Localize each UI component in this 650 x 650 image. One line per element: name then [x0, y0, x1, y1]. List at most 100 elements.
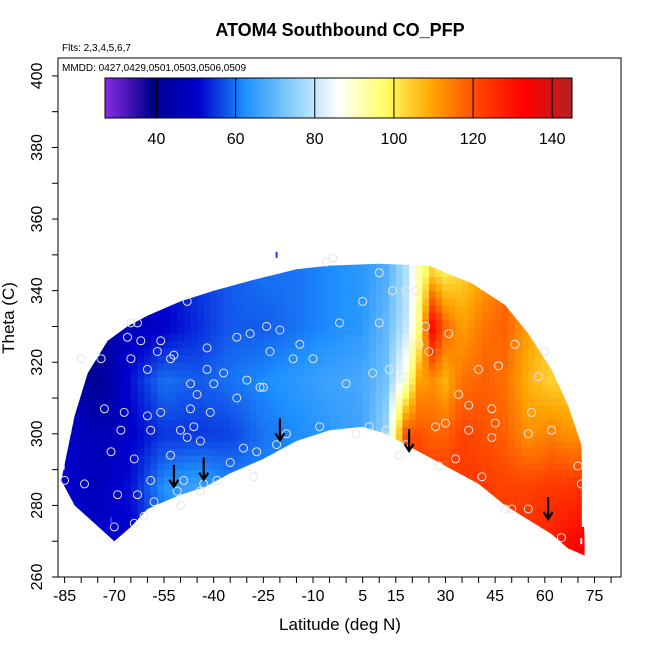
- heatmap-cell: [369, 390, 377, 399]
- heatmap-cell: [91, 483, 99, 492]
- heatmap-cell: [124, 519, 132, 528]
- heatmap-cell: [104, 476, 112, 485]
- sample-point: [411, 286, 421, 296]
- heatmap-cell: [157, 433, 165, 442]
- sample-point: [454, 390, 464, 399]
- heatmap-cell: [415, 390, 423, 399]
- heatmap-cell: [84, 505, 92, 514]
- heatmap-cell: [250, 290, 258, 299]
- heatmap-cell: [415, 297, 423, 306]
- heatmap-cell: [415, 304, 423, 313]
- heatmap-cell: [137, 455, 145, 464]
- heatmap-cell: [71, 455, 79, 464]
- arrow-head: [274, 432, 286, 443]
- heatmap-cell: [223, 419, 231, 428]
- heatmap-cell: [296, 433, 304, 442]
- heatmap-cell: [71, 440, 79, 449]
- heatmap-cell: [177, 462, 185, 471]
- heatmap-cell: [183, 297, 192, 306]
- heatmap-cell: [110, 491, 119, 499]
- x-tick-label: -40: [202, 588, 225, 605]
- heatmap-cell: [236, 369, 245, 378]
- heatmap-cell: [382, 297, 390, 306]
- sample-points: [60, 253, 586, 543]
- heatmap-cell: [309, 355, 317, 363]
- heatmap-cell: [203, 333, 211, 342]
- heatmap-cell: [157, 383, 165, 392]
- heatmap-cell: [442, 297, 450, 306]
- heatmap-cell: [349, 283, 357, 292]
- heatmap-cell: [243, 426, 251, 435]
- heatmap-cell: [230, 419, 238, 428]
- sample-point: [374, 268, 384, 278]
- heatmap-cell: [110, 476, 119, 485]
- heatmap-cell: [528, 483, 536, 492]
- heatmap-cell: [276, 333, 284, 342]
- heatmap-cell: [382, 319, 390, 328]
- heatmap-cell: [455, 312, 463, 320]
- heatmap-cell: [362, 340, 370, 349]
- heatmap-cell: [574, 512, 582, 521]
- sample-point: [186, 379, 195, 389]
- heatmap-cell: [236, 412, 245, 421]
- heatmap-cell: [475, 297, 483, 306]
- heatmap-cell: [64, 455, 72, 464]
- heatmap-cell: [528, 426, 536, 435]
- heatmap-cell: [329, 390, 337, 399]
- heatmap-cell: [117, 455, 125, 464]
- heatmap-cell: [329, 369, 337, 378]
- heatmap-cell: [144, 433, 152, 442]
- heatmap-cell: [150, 419, 158, 428]
- heatmap-cell: [269, 297, 278, 306]
- heatmap-cell: [515, 498, 523, 507]
- heatmap-cell: [170, 390, 178, 399]
- heatmap-cell: [375, 369, 384, 378]
- heatmap-cell: [468, 319, 476, 328]
- heatmap-cell: [422, 297, 430, 306]
- heatmap-cell: [329, 326, 337, 335]
- heatmap-cell: [541, 419, 549, 428]
- heatmap-cell: [77, 498, 86, 507]
- heatmap-cell: [554, 505, 562, 514]
- x-tick-label: 30: [437, 588, 455, 605]
- heatmap-cell: [395, 355, 404, 363]
- heatmap-cell: [309, 276, 317, 285]
- heatmap-cell: [216, 297, 225, 306]
- heatmap-cell: [117, 333, 125, 342]
- heatmap-cell: [296, 297, 304, 306]
- heatmap-cell: [521, 390, 529, 399]
- heatmap-cell: [428, 412, 437, 421]
- heatmap-cell: [349, 269, 357, 277]
- heatmap-cell: [157, 326, 165, 335]
- heatmap-cell: [369, 412, 377, 421]
- heatmap-cell: [369, 383, 377, 392]
- heatmap-cell: [362, 290, 370, 299]
- heatmap-cell: [303, 419, 311, 428]
- heatmap-cell: [488, 347, 496, 356]
- heatmap-cell: [481, 476, 490, 485]
- heatmap-cell: [528, 455, 536, 464]
- heatmap-cell: [554, 491, 562, 499]
- heatmap-cell: [475, 312, 483, 320]
- heatmap-cell: [428, 433, 437, 442]
- heatmap-cell: [375, 304, 384, 313]
- heatmap-cell: [177, 440, 185, 449]
- heatmap-cell: [84, 398, 92, 406]
- heatmap-cell: [236, 290, 245, 299]
- heatmap-cell: [130, 398, 139, 406]
- heatmap-cell: [554, 412, 562, 421]
- heatmap-cell: [223, 462, 231, 471]
- heatmap-cell: [210, 312, 218, 320]
- heatmap-cell: [303, 376, 311, 385]
- heatmap-cell: [296, 398, 304, 406]
- heatmap-cell: [197, 462, 205, 471]
- heatmap-cell: [534, 369, 543, 378]
- heatmap-cell: [395, 347, 404, 356]
- sample-point: [176, 425, 185, 435]
- heatmap-cell: [468, 290, 476, 299]
- heatmap-cell: [342, 276, 351, 285]
- heatmap-cell: [203, 419, 211, 428]
- heatmap-cell: [223, 440, 231, 449]
- heatmap-cell: [97, 512, 105, 521]
- heatmap-cell: [336, 390, 344, 399]
